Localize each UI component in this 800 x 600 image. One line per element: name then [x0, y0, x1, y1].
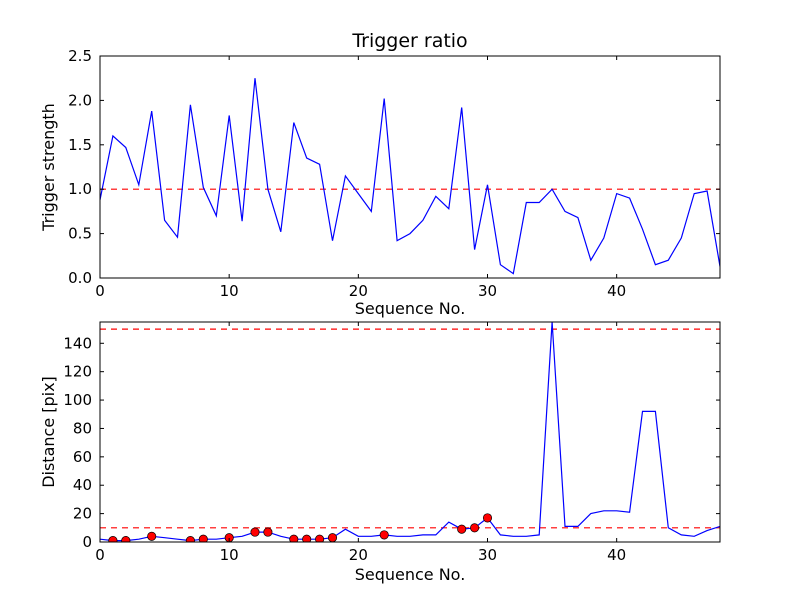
- event-marker: [147, 531, 157, 541]
- event-marker: [263, 527, 273, 537]
- event-marker: [315, 534, 325, 542]
- x-tick-label: 10: [220, 282, 239, 300]
- x-tick-label: 20: [349, 546, 368, 564]
- event-marker: [108, 536, 118, 542]
- x-tick-label: 0: [95, 546, 105, 564]
- y-tick-label: 0: [82, 533, 92, 551]
- x-tick-label: 30: [478, 546, 497, 564]
- y-tick-label: 1.0: [68, 180, 92, 198]
- chart-title: Trigger ratio: [351, 30, 467, 52]
- y-tick-label: 2.5: [68, 47, 92, 65]
- bottom-chart: 0 10 20 30 40 0 20 40 60 80 100 120 140: [63, 321, 721, 564]
- y-tick-label: 40: [73, 476, 92, 494]
- event-marker: [121, 536, 131, 542]
- y-tick-label: 0.5: [68, 225, 92, 243]
- y-tick-label: 80: [73, 419, 92, 437]
- x-tick-label: 30: [478, 282, 497, 300]
- event-marker: [482, 513, 493, 523]
- x-tick-label: 20: [349, 282, 368, 300]
- top-yaxis-label: Trigger strength: [39, 103, 58, 232]
- y-tick-label: 120: [63, 363, 92, 381]
- event-marker: [198, 534, 208, 542]
- y-tick-label: 140: [63, 334, 92, 352]
- top-chart: 0 10 20 30 40 0.0 0.5 1.0 1.5 2.0 2.5: [68, 47, 721, 300]
- event-marker: [379, 530, 389, 540]
- event-marker: [302, 534, 312, 542]
- y-tick-label: 60: [73, 448, 92, 466]
- x-tick-label: 40: [607, 282, 626, 300]
- y-tick-label: 1.5: [68, 136, 92, 154]
- bottom-xaxis-label: Sequence No.: [355, 565, 466, 584]
- data-line: [100, 78, 720, 275]
- y-tick-label: 20: [73, 505, 92, 523]
- x-tick-label: 0: [95, 282, 105, 300]
- x-tick-label: 40: [607, 546, 626, 564]
- top-xaxis-label: Sequence No.: [355, 299, 466, 318]
- event-marker: [470, 523, 480, 533]
- bottom-yaxis-label: Distance [pix]: [39, 376, 58, 488]
- axes-frame: [99, 55, 721, 279]
- event-marker: [250, 527, 260, 537]
- event-marker: [327, 533, 338, 542]
- event-marker: [457, 524, 467, 534]
- y-tick-label: 2.0: [68, 91, 92, 109]
- event-marker: [185, 536, 195, 542]
- axes-frame: [99, 321, 721, 543]
- x-tick-label: 10: [220, 546, 239, 564]
- y-tick-label: 0.0: [68, 269, 92, 287]
- event-marker: [289, 534, 299, 542]
- y-tick-label: 100: [63, 391, 92, 409]
